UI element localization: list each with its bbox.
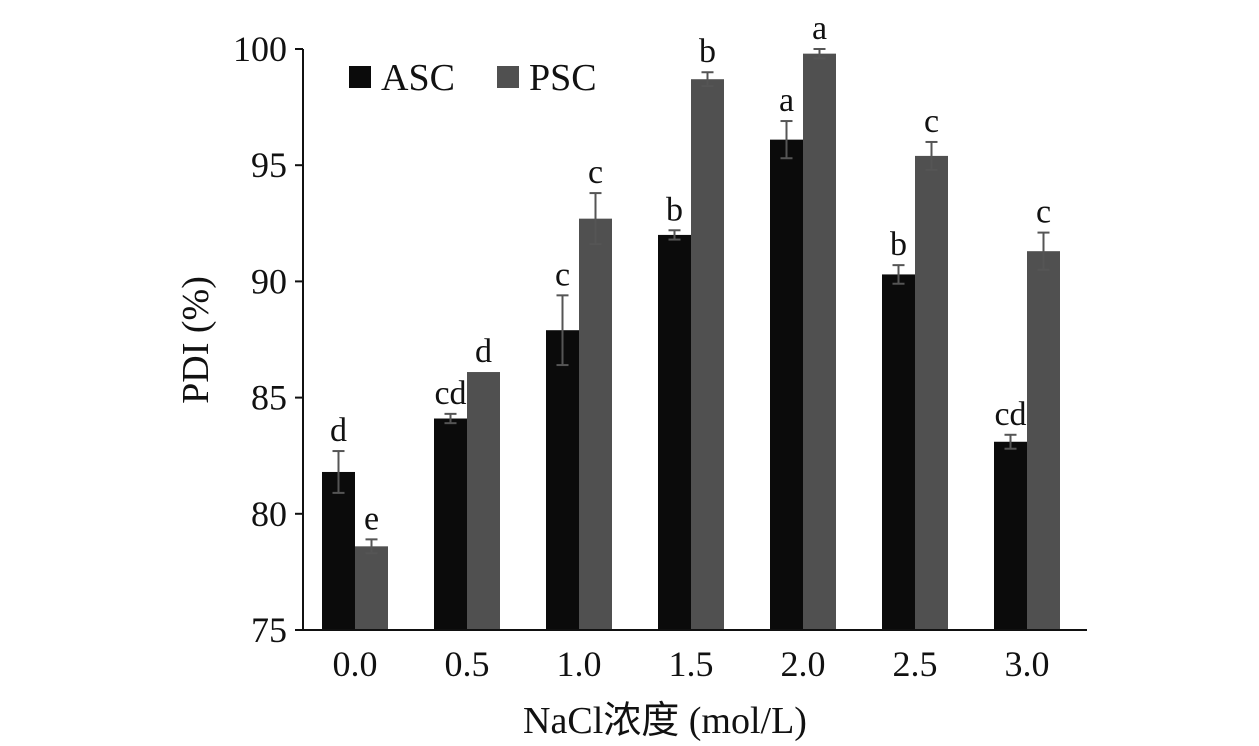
bar-psc: [355, 546, 388, 630]
significance-label: d: [330, 412, 347, 449]
x-tick-label: 1.5: [669, 644, 714, 684]
bar-asc: [434, 418, 467, 630]
significance-label: a: [779, 82, 794, 119]
bar-psc: [803, 53, 836, 630]
x-tick-label: 1.0: [557, 644, 602, 684]
significance-label: b: [699, 33, 716, 70]
x-tick-label: 0.0: [333, 644, 378, 684]
bar-psc: [691, 79, 724, 631]
tick-labels-layer: 75 80 85 90 95 100 0.0 0.5 1.0 1.5 2.0 2.5 3.0: [233, 29, 1050, 684]
x-axis-title: NaCl浓度 (mol/L): [523, 700, 807, 742]
bar-asc: [770, 139, 803, 631]
bar-asc: [658, 234, 691, 631]
significance-label: c: [924, 103, 939, 140]
bars-layer: [322, 53, 1060, 631]
y-tick-label: 100: [233, 29, 287, 69]
significance-label: c: [1036, 194, 1051, 231]
bar-psc: [579, 218, 612, 631]
legend-swatch-asc: [349, 66, 371, 88]
x-tick-label: 2.5: [893, 644, 938, 684]
bar-asc: [994, 441, 1027, 630]
y-axis-title: PDI (%): [175, 276, 217, 404]
significance-label: e: [364, 500, 379, 537]
legend-label-asc: ASC: [381, 57, 455, 99]
x-tick-label: 2.0: [781, 644, 826, 684]
significance-label: c: [555, 256, 570, 293]
legend-label-psc: PSC: [529, 57, 597, 99]
legend: ASC PSC: [349, 57, 597, 99]
axes-layer: [302, 49, 1087, 631]
x-tick-label: 3.0: [1005, 644, 1050, 684]
error-bars-layer: [332, 48, 1050, 555]
bar-psc: [915, 155, 948, 631]
bar-psc: [467, 372, 500, 630]
significance-label: cd: [434, 375, 466, 412]
y-tick-label: 80: [251, 494, 287, 534]
bar-asc: [322, 471, 355, 630]
bar-psc: [1027, 251, 1060, 631]
bar-asc: [546, 330, 579, 630]
legend-swatch-psc: [497, 66, 519, 88]
y-tick-label: 90: [251, 261, 287, 301]
y-tick-label: 85: [251, 378, 287, 418]
significance-label: d: [475, 333, 492, 370]
significance-label: a: [812, 10, 827, 47]
x-tick-label: 0.5: [445, 644, 490, 684]
y-tick-label: 95: [251, 145, 287, 185]
significance-label: cd: [994, 396, 1026, 433]
tick-marks: [295, 48, 303, 631]
y-tick-label: 75: [251, 610, 287, 650]
significance-label: b: [666, 191, 683, 228]
bar-asc: [882, 274, 915, 630]
significance-label: c: [588, 154, 603, 191]
significance-label: b: [890, 226, 907, 263]
